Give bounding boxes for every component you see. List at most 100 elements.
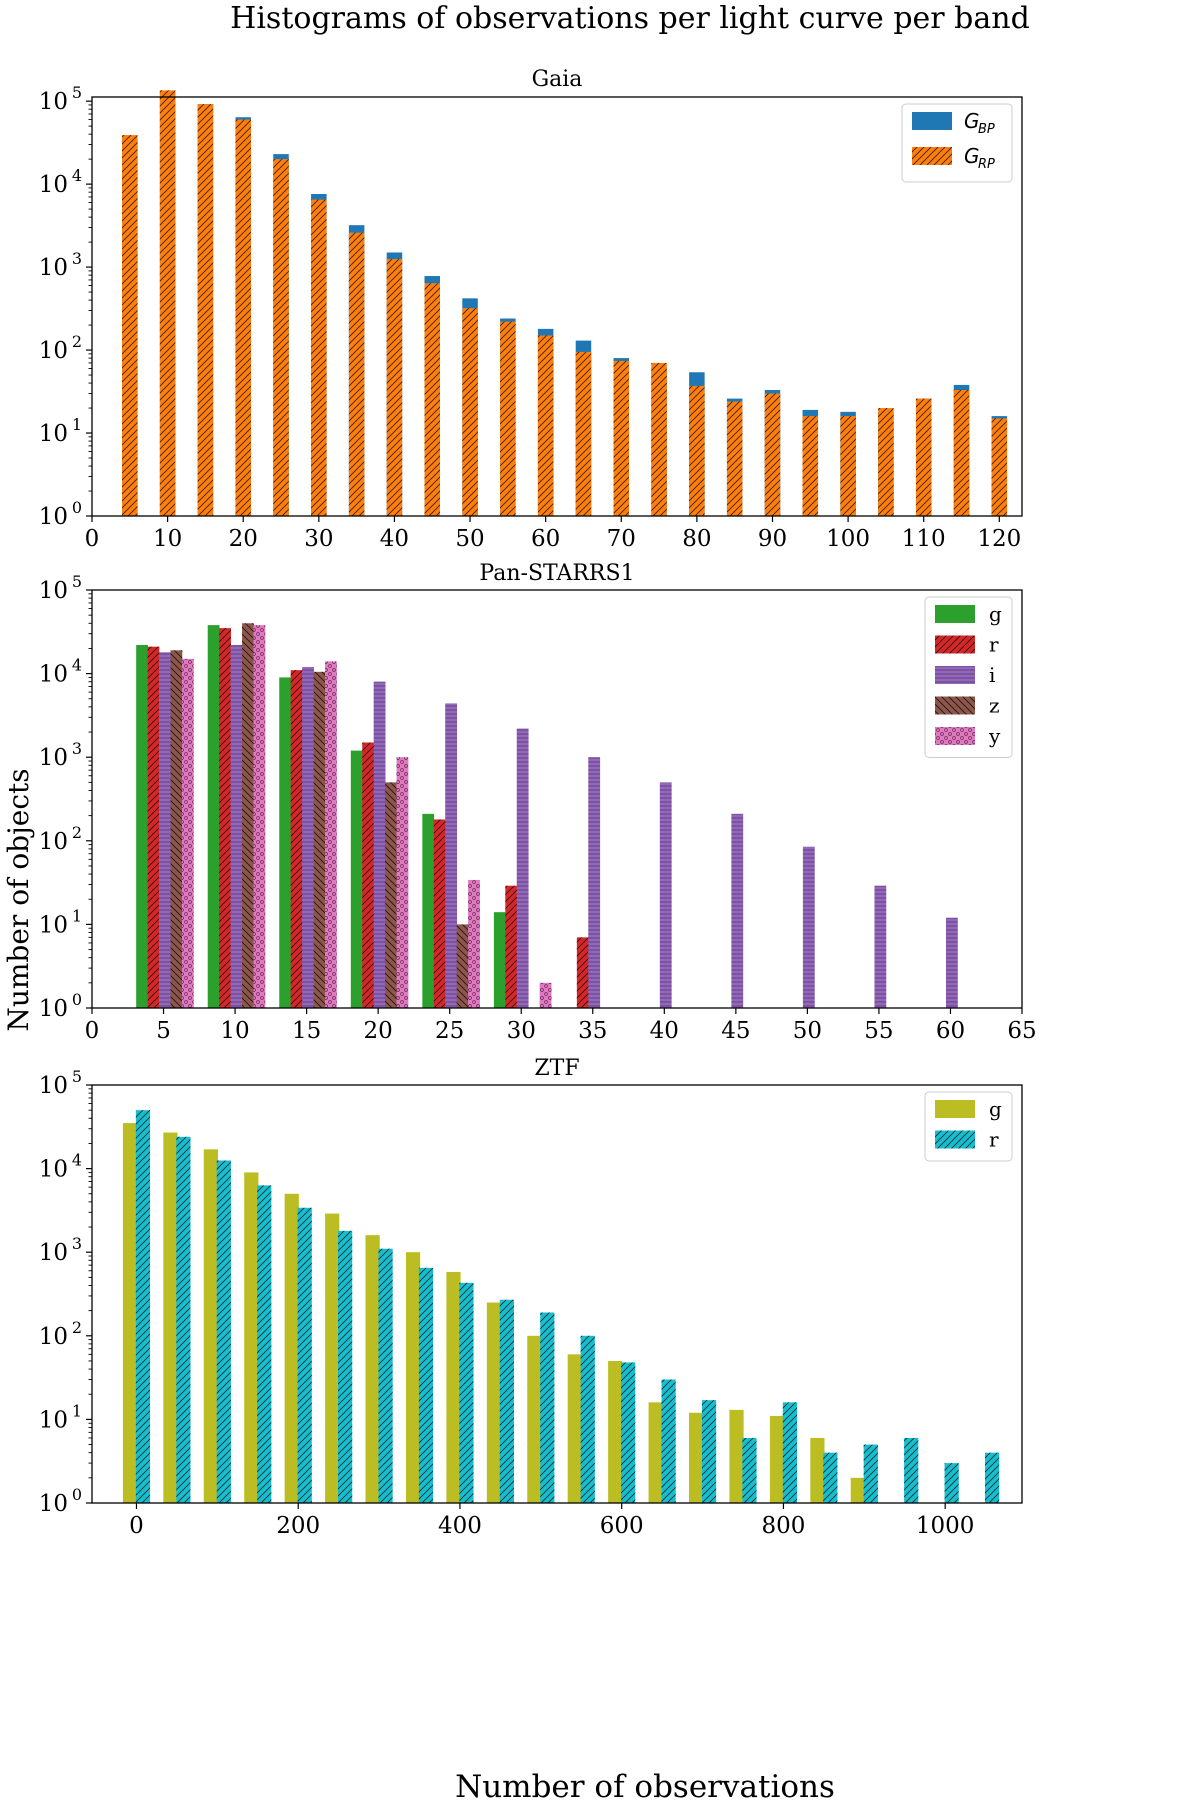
bar-hatch [742, 1437, 757, 1503]
y-tick-label: 10 [39, 89, 68, 115]
legend-label: G [964, 144, 980, 168]
bar-hatch [915, 398, 932, 516]
y-tick-label: 10 [39, 1157, 68, 1183]
legend-label-subscript: BP [978, 122, 995, 137]
y-tick-exponent: 3 [72, 249, 82, 268]
x-tick-label: 200 [276, 1513, 320, 1539]
x-tick-label: 10 [220, 1018, 249, 1044]
x-tick-label: 45 [721, 1018, 750, 1044]
y-tick-exponent: 1 [72, 906, 82, 925]
bar-g [688, 1412, 704, 1503]
y-tick-exponent: 4 [72, 1151, 82, 1170]
bar-hatch [378, 1248, 393, 1503]
bar-hatch [273, 159, 289, 516]
x-tick-label: 20 [229, 526, 258, 552]
figure-xlabel: Number of observations [455, 1769, 835, 1805]
x-tick-label: 100 [826, 526, 870, 552]
bar-hatch [863, 1444, 878, 1503]
bar-hatch [176, 1136, 191, 1503]
bar-hatch [219, 628, 231, 1008]
x-tick-label: 80 [682, 526, 711, 552]
x-tick-label: 0 [85, 526, 100, 552]
bar-hatch [540, 1312, 555, 1503]
y-tick-exponent: 2 [72, 1318, 82, 1337]
axes-frame [91, 96, 1023, 517]
bar-hatch [991, 418, 1008, 516]
y-tick-exponent: 1 [72, 1401, 82, 1420]
y-tick-label: 10 [39, 578, 68, 604]
legend-swatch [935, 605, 975, 623]
bar-hatch [613, 360, 630, 516]
y-tick-label: 10 [39, 504, 68, 530]
x-tick-label: 20 [364, 1018, 393, 1044]
bar-g [136, 644, 148, 1008]
y-tick-label: 10 [39, 1407, 68, 1433]
bar-hatch [253, 625, 266, 1008]
figure-ylabel: Number of objects [2, 768, 35, 1031]
x-tick-label: 0 [129, 1513, 144, 1539]
x-tick-label: 55 [864, 1018, 893, 1044]
bar-hatch [159, 652, 171, 1008]
legend-label-subscript: RP [978, 157, 995, 172]
bar-hatch [462, 308, 478, 516]
bar-hatch [302, 666, 314, 1008]
x-tick-label: 10 [153, 526, 182, 552]
x-tick-label: 600 [600, 1513, 644, 1539]
legend-label: r [989, 1128, 999, 1152]
bar-hatch [290, 670, 303, 1008]
legend-swatch-hatch [935, 1130, 975, 1149]
bar-g [279, 677, 292, 1008]
legend-swatch-hatch [935, 635, 975, 654]
x-tick-label: 25 [435, 1018, 464, 1044]
bar-hatch [953, 390, 970, 516]
y-tick-exponent: 5 [72, 1067, 82, 1086]
y-tick-label: 10 [39, 829, 68, 855]
panel-title: Pan-STARRS1 [479, 561, 634, 586]
bar-hatch [159, 90, 176, 516]
bar-g [648, 1402, 663, 1503]
y-tick-label: 10 [39, 662, 68, 688]
bar-hatch [242, 623, 254, 1008]
bar-g [163, 1132, 178, 1503]
bar-hatch [235, 119, 251, 517]
x-tick-label: 110 [902, 526, 946, 552]
bar-hatch [230, 644, 243, 1008]
x-tick-label: 15 [292, 1018, 321, 1044]
legend-label: g [989, 1097, 1002, 1121]
axes-frame [91, 1084, 1023, 1504]
bar-g [422, 813, 435, 1008]
bar-hatch [539, 982, 552, 1008]
bar-g [769, 1415, 785, 1503]
bar-hatch [445, 703, 458, 1008]
legend-swatch-hatch [935, 666, 975, 684]
y-tick-label: 10 [39, 1240, 68, 1266]
bar-hatch [216, 1160, 231, 1503]
x-tick-label: 70 [607, 526, 636, 552]
x-tick-label: 800 [761, 1513, 805, 1539]
legend-label: i [989, 663, 995, 687]
y-tick-label: 10 [39, 1491, 68, 1517]
bar-g [203, 1149, 218, 1503]
x-tick-label: 50 [455, 526, 484, 552]
bar-hatch [338, 1230, 353, 1503]
bar-hatch [418, 1267, 434, 1503]
legend-swatch [912, 112, 952, 130]
axes-frame [91, 589, 1023, 1009]
bar-hatch [325, 661, 337, 1008]
bar-hatch [468, 879, 480, 1008]
bar-hatch [386, 259, 403, 516]
bar-g [850, 1477, 865, 1503]
y-tick-exponent: 5 [72, 83, 82, 102]
y-tick-label: 10 [39, 338, 68, 364]
legend-swatch-hatch [935, 696, 975, 715]
bar-hatch [701, 1400, 717, 1503]
bar-g [325, 1213, 340, 1503]
bar-g [486, 1302, 502, 1503]
x-tick-label: 30 [304, 526, 333, 552]
bar-hatch [874, 885, 887, 1008]
legend-label: y [988, 724, 1001, 748]
y-tick-exponent: 0 [72, 1485, 82, 1504]
bar-hatch [588, 757, 601, 1008]
